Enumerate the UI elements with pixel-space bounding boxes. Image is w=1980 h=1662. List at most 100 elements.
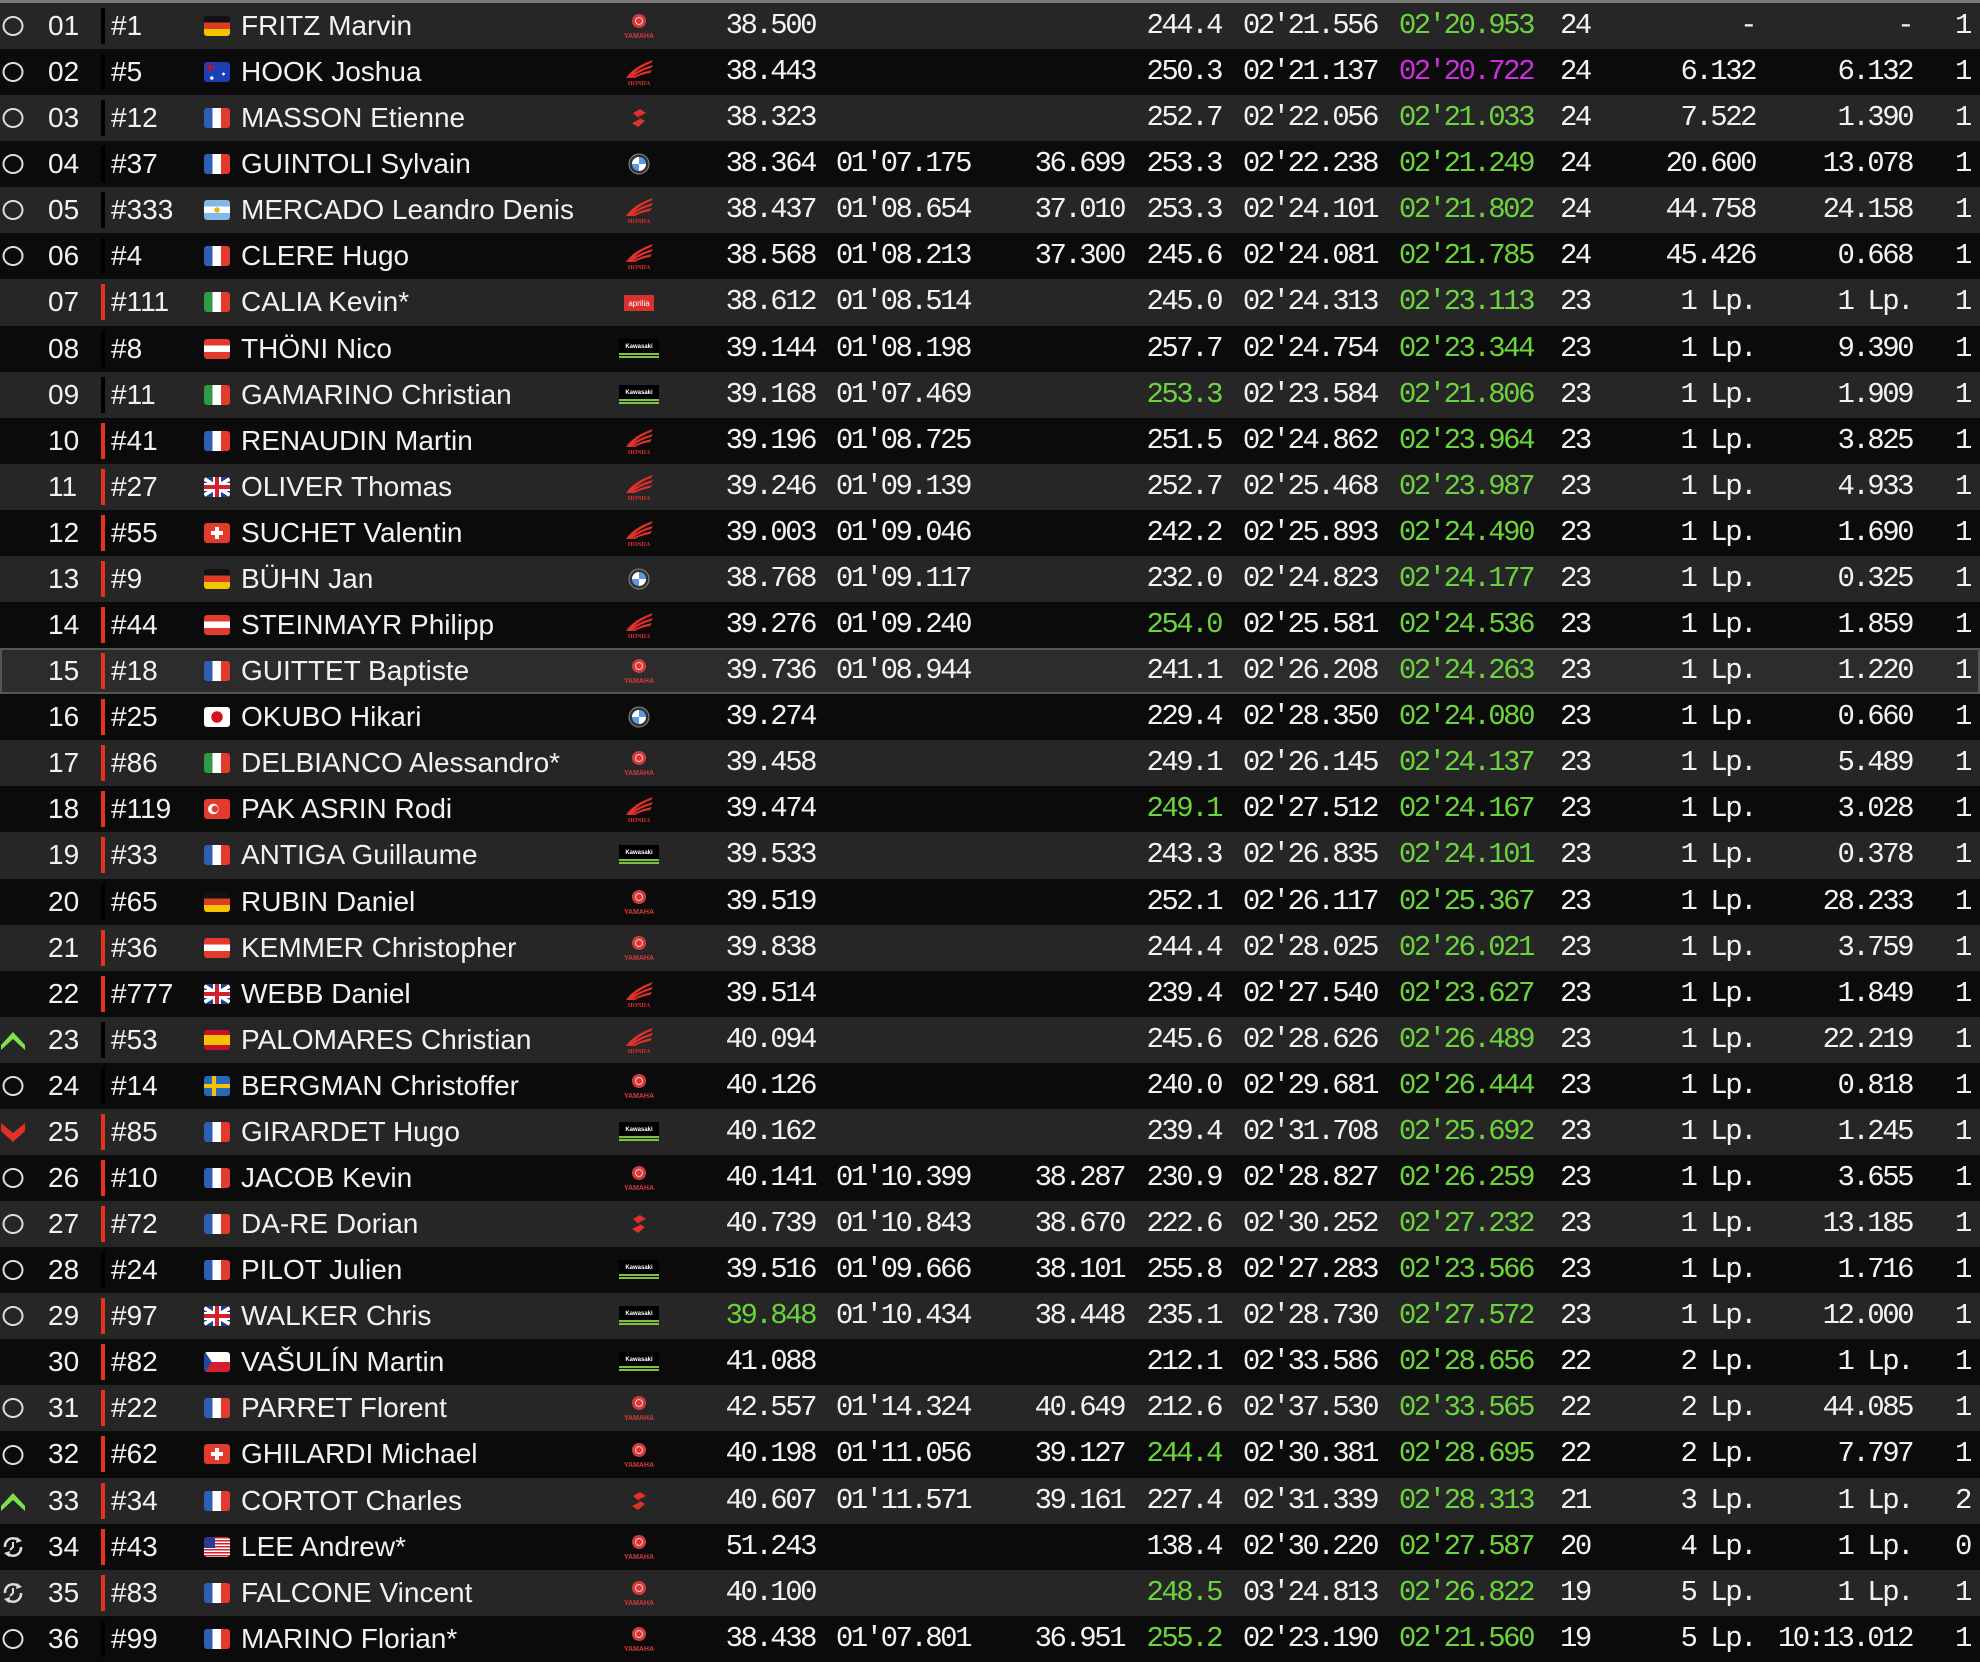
rider-name[interactable]: JACOB Kevin <box>241 1162 413 1193</box>
rider-name[interactable]: CALIA Kevin* <box>241 286 410 318</box>
rider-name[interactable]: PAK ASRIN Rodi <box>241 793 453 825</box>
table-row[interactable]: 34 #43 LEE Andrew* YAMAHA 51.243 138.4 02'30.2… <box>0 1523 1980 1570</box>
flag-at-icon <box>204 615 230 636</box>
rider-name[interactable]: BÜHN Jan <box>241 562 374 594</box>
rider-name[interactable]: MARINO Florian* <box>241 1622 458 1654</box>
table-row[interactable]: 24 #14 BERGMAN Christoffer YAMAHA 40.126 240.… <box>0 1062 1980 1109</box>
rider-name[interactable]: RUBIN Daniel <box>241 885 416 917</box>
table-row[interactable]: 27 #72 DA-RE Dorian 40.739 01'10.843 38.670 22… <box>0 1201 1980 1248</box>
rider-name[interactable]: FRITZ Marvin <box>241 10 413 41</box>
laps-count: 19 <box>1560 1575 1592 1609</box>
table-row[interactable]: 33 #34 CORTOT Charles 40.607 01'11.571 39.161… <box>0 1477 1980 1524</box>
rider-name[interactable]: GHILARDI Michael <box>241 1438 478 1470</box>
position-down-icon <box>0 1109 26 1155</box>
svg-text:YAMAHA: YAMAHA <box>624 955 654 962</box>
rider-name[interactable]: WEBB Daniel <box>241 977 411 1009</box>
rider-name[interactable]: PALOMARES Christian <box>241 1023 532 1055</box>
rider-name[interactable]: BERGMAN Christoffer <box>241 1069 519 1101</box>
table-row[interactable]: 26 #10 JACOB Kevin YAMAHA 40.141 01'10.399 38.… <box>0 1155 1980 1202</box>
laps-count: 23 <box>1560 654 1592 688</box>
rider-name[interactable]: MERCADO Leandro Denis <box>241 194 575 226</box>
flag-gb-icon <box>204 476 230 497</box>
table-row[interactable]: 21 #36 KEMMER Christopher YAMAHA 39.838 244.4… <box>0 924 1980 971</box>
table-row[interactable]: 23 #53 PALOMARES Christian HONDA 40.094 245.6… <box>0 1016 1980 1063</box>
rider-name[interactable]: OKUBO Hikari <box>241 701 422 733</box>
rider-name[interactable]: THÖNI Nico <box>241 332 392 364</box>
table-row[interactable]: 11 #27 OLIVER Thomas HONDA 39.246 01'09.139 25… <box>0 463 1980 510</box>
last-lap-time: 02'21.556 <box>1242 9 1380 42</box>
rider-name[interactable]: LEE Andrew* <box>241 1530 406 1562</box>
table-row[interactable]: 32 #62 GHILARDI Michael YAMAHA 40.198 01'11.0… <box>0 1431 1980 1478</box>
sector-2: 01'07.801 <box>835 1621 973 1655</box>
status-circle-icon <box>0 233 26 279</box>
rider-name[interactable]: CORTOT Charles <box>241 1484 462 1516</box>
status-bar <box>101 1436 105 1473</box>
rider-name[interactable]: CLERE Hugo <box>241 240 410 272</box>
laps-count: 24 <box>1560 239 1592 273</box>
table-row[interactable]: 29 #97 WALKER Chris Kawasaki 39.848 01'10.434… <box>0 1293 1980 1340</box>
svg-text:Kawasaki: Kawasaki <box>625 1357 653 1363</box>
table-row[interactable]: 20 #65 RUBIN Daniel YAMAHA 39.519 252.1 02'26.… <box>0 878 1980 925</box>
table-row[interactable]: 17 #86 DELBIANCO Alessandro* YAMAHA 39.458 24… <box>0 740 1980 787</box>
table-row[interactable]: 13 #9 BÜHN Jan 38.768 01'09.117 232.0 02'24.82… <box>0 555 1980 603</box>
rider-name[interactable]: DELBIANCO Alessandro* <box>241 747 561 779</box>
rider-name[interactable]: RENAUDIN Martin <box>241 424 473 456</box>
rider-name[interactable]: PARRET Florent <box>241 1392 447 1424</box>
honda-logo-icon: HONDA <box>610 418 668 464</box>
svg-text:YAMAHA: YAMAHA <box>624 33 654 40</box>
rider-name[interactable]: OLIVER Thomas <box>241 470 453 502</box>
rider-name[interactable]: GUINTOLI Sylvain <box>241 148 471 180</box>
table-row[interactable]: 18 #119 PAK ASRIN Rodi HONDA 39.474 249.1 02'2… <box>0 786 1980 833</box>
laps-count: 23 <box>1560 838 1592 872</box>
rider-name[interactable]: ANTIGA Guillaume <box>241 839 478 871</box>
status-circle-icon <box>0 1616 26 1662</box>
table-row[interactable]: 10 #41 RENAUDIN Martin HONDA 39.196 01'08.725… <box>0 417 1980 464</box>
rider-name[interactable]: DA-RE Dorian <box>241 1208 419 1240</box>
table-row[interactable]: 16 #25 OKUBO Hikari 39.274 229.4 02'28.350 02'… <box>0 694 1980 741</box>
rider-name[interactable]: VAŠULÍN Martin <box>241 1346 445 1378</box>
table-row[interactable]: 08 #8 THÖNI Nico Kawasaki 39.144 01'08.198 257… <box>0 325 1980 372</box>
rider-name[interactable]: KEMMER Christopher <box>241 931 517 963</box>
rider-name[interactable]: WALKER Chris <box>241 1300 432 1332</box>
table-row[interactable]: 30 #82 VAŠULÍN Martin Kawasaki 41.088 212.1 02… <box>0 1339 1980 1386</box>
table-row[interactable]: 28 #24 PILOT Julien Kawasaki 39.516 01'09.666… <box>0 1247 1980 1294</box>
table-row[interactable]: 35 #83 FALCONE Vincent YAMAHA 40.100 248.5 03'… <box>0 1569 1980 1616</box>
rider-name[interactable]: GIRARDET Hugo <box>241 1115 460 1147</box>
table-row[interactable]: 22 #777 WEBB Daniel HONDA 39.514 239.4 02'27.5… <box>0 970 1980 1017</box>
table-row[interactable]: 36 #99 MARINO Florian* YAMAHA 38.438 01'07.80… <box>0 1615 1980 1662</box>
svg-text:YAMAHA: YAMAHA <box>624 1600 654 1607</box>
table-row[interactable]: 12 #55 SUCHET Valentin HONDA 39.003 01'09.046… <box>0 509 1980 556</box>
rider-name[interactable]: GUITTET Baptiste <box>241 655 470 687</box>
rider-name[interactable]: GAMARINO Christian <box>241 378 512 410</box>
rider-name[interactable]: FALCONE Vincent <box>241 1576 473 1608</box>
table-row[interactable]: 25 #85 GIRARDET Hugo Kawasaki 40.162 239.4 02'… <box>0 1108 1980 1155</box>
table-row[interactable]: 19 #33 ANTIGA Guillaume Kawasaki 39.533 243.3… <box>0 832 1980 879</box>
table-row[interactable]: 06 #4 CLERE Hugo HONDA 38.568 01'08.213 37.300… <box>0 233 1980 280</box>
table-row[interactable]: 04 #37 GUINTOLI Sylvain 38.364 01'07.175 36.6… <box>0 141 1980 188</box>
table-row[interactable]: 09 #11 GAMARINO Christian Kawasaki 39.168 01'… <box>0 371 1980 418</box>
top-speed: 240.0 <box>1146 1068 1223 1102</box>
sector-2 <box>830 740 970 786</box>
top-speed: 245.6 <box>1146 239 1223 273</box>
rider-number: #33 <box>111 839 158 871</box>
laps-count: 23 <box>1560 700 1592 734</box>
rider-name[interactable]: MASSON Etienne <box>241 102 466 134</box>
rider-name[interactable]: PILOT Julien <box>241 1254 403 1286</box>
top-speed: 138.4 <box>1146 1529 1223 1563</box>
rider-number: #44 <box>111 609 158 641</box>
table-row[interactable]: 31 #22 PARRET Florent YAMAHA 42.557 01'14.324… <box>0 1385 1980 1432</box>
rider-name[interactable]: SUCHET Valentin <box>241 516 463 548</box>
table-row[interactable]: 05 #333 MERCADO Leandro Denis HONDA 38.437 01… <box>0 187 1980 234</box>
laps-count: 21 <box>1560 1483 1592 1517</box>
position: 18 <box>48 793 80 825</box>
status-bar <box>101 1021 105 1058</box>
table-row[interactable]: 07 #111 CALIA Kevin* aprilia 38.612 01'08.514… <box>0 279 1980 326</box>
table-row[interactable]: 01 #1 FRITZ Marvin YAMAHA 38.500 244.4 02'21.5… <box>0 3 1980 50</box>
gap-to-leader: 1 Lp. <box>1680 700 1757 734</box>
rider-name[interactable]: STEINMAYR Philipp <box>241 609 495 641</box>
table-row[interactable]: 15 #18 GUITTET Baptiste YAMAHA 39.736 01'08.9… <box>0 648 1980 695</box>
table-row[interactable]: 03 #12 MASSON Etienne 38.323 252.7 02'22.056 0… <box>0 95 1980 142</box>
table-row[interactable]: 14 #44 STEINMAYR Philipp HONDA 39.276 01'09.2… <box>0 602 1980 649</box>
table-row[interactable]: 02 #5 HOOK Joshua HONDA 38.443 250.3 02'21.137… <box>0 49 1980 96</box>
rider-name[interactable]: HOOK Joshua <box>241 56 422 88</box>
